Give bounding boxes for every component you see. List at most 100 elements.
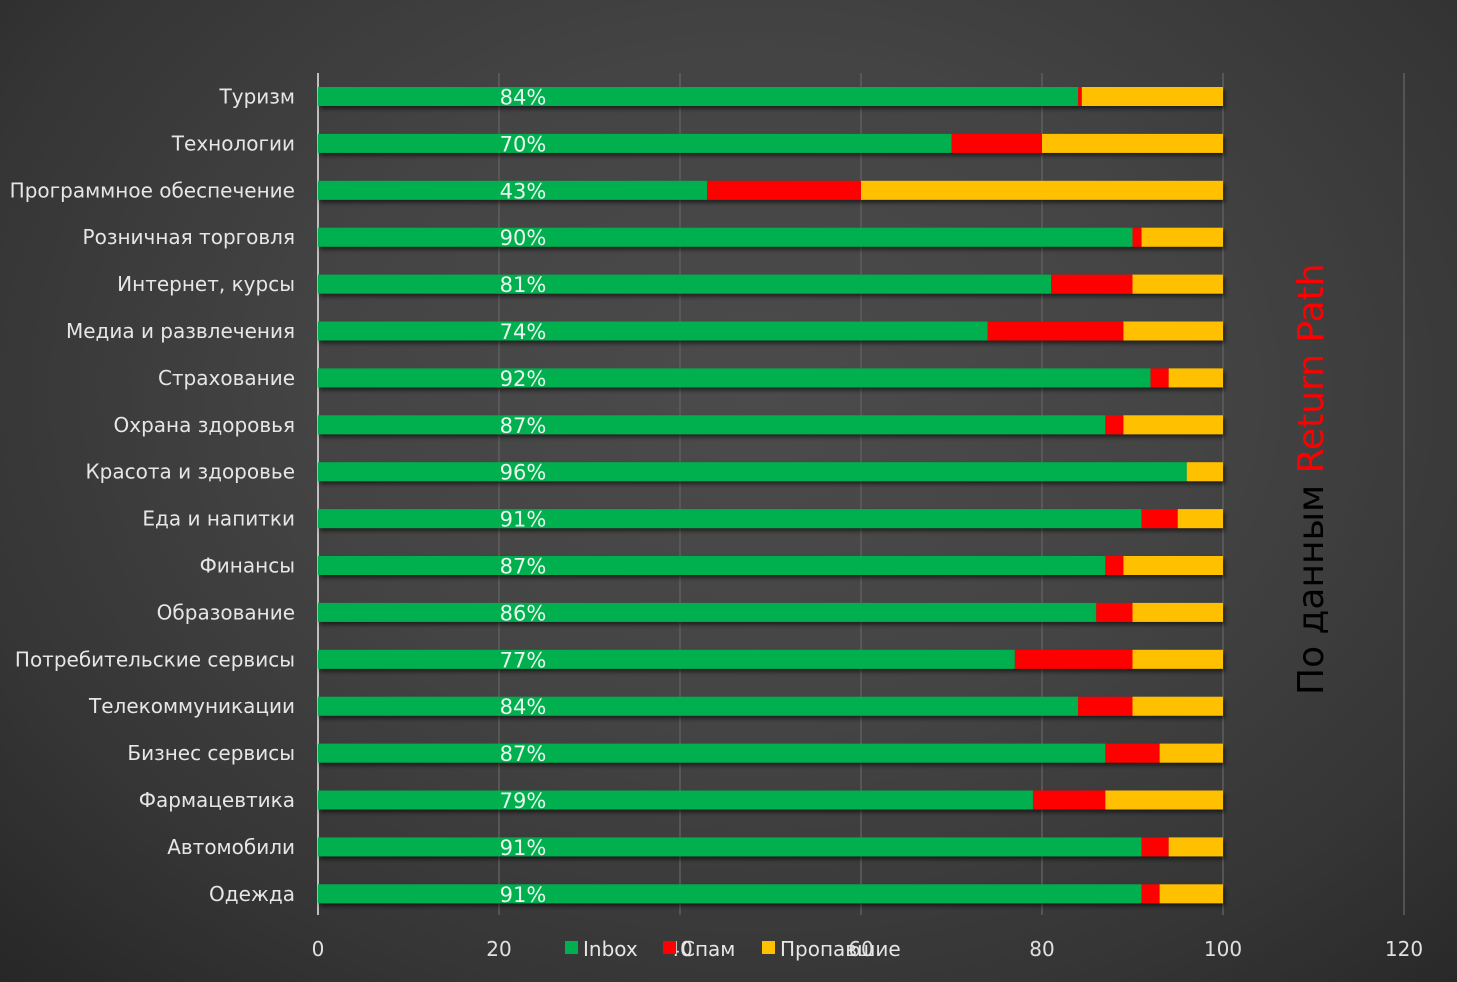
category-label: Страхование: [158, 366, 295, 390]
data-label: 96%: [500, 461, 547, 485]
bar-row: [318, 790, 1223, 810]
bar-row: [318, 133, 1223, 153]
bar-row: [318, 556, 1223, 575]
bar-segment-inbox: [318, 696, 1079, 716]
bar-row: [318, 837, 1223, 857]
data-label: 81%: [500, 273, 547, 297]
bar-row: [318, 884, 1223, 904]
bar-segment-спам: [1141, 884, 1160, 904]
bar-segment-спам: [1078, 696, 1133, 716]
bar-segment-inbox: [318, 133, 952, 153]
category-label: Телекоммуникации: [88, 694, 295, 718]
x-tick-label: 80: [1029, 937, 1054, 961]
bar-segment-inbox: [318, 227, 1133, 247]
bar-segment-inbox: [318, 837, 1142, 857]
bar-segment-спам: [1141, 509, 1178, 529]
source-brand: Return Path: [1291, 263, 1332, 473]
bar-segment-пропавшие: [1132, 274, 1223, 294]
legend-item: Спам: [663, 937, 735, 961]
data-label: 79%: [500, 789, 547, 813]
bar-segment-inbox: [318, 462, 1187, 482]
category-label: Финансы: [200, 554, 295, 578]
data-label: 87%: [500, 414, 547, 438]
bar-segment-пропавшие: [1168, 368, 1223, 388]
bar-segment-inbox: [318, 509, 1142, 529]
data-label: 91%: [500, 883, 547, 907]
bar-segment-спам: [951, 133, 1042, 153]
bar-segment-пропавшие: [1123, 556, 1223, 575]
legend-label: Inbox: [583, 937, 638, 961]
bar-segment-спам: [707, 180, 861, 200]
legend-label: Пропавшие: [780, 937, 901, 961]
bar-segment-спам: [1078, 87, 1082, 106]
bar-segment-inbox: [318, 602, 1097, 622]
source-note: По данным Return Path: [1291, 263, 1332, 695]
x-tick-label: 60: [848, 937, 873, 961]
bar-segment-спам: [1132, 227, 1142, 247]
bar-segment-пропавшие: [1123, 415, 1223, 435]
bar-row: [318, 368, 1223, 388]
data-label: 87%: [500, 742, 547, 766]
bar-segment-inbox: [318, 274, 1052, 294]
bar-row: [318, 462, 1223, 482]
category-label: Розничная торговля: [83, 225, 295, 249]
bar-row: [318, 321, 1223, 341]
category-labels: Туризм Технологии Программное обеспечение Р…: [10, 85, 295, 906]
bar-row: [318, 227, 1223, 247]
bar-segment-inbox: [318, 321, 988, 341]
bar-segment-пропавшие: [1132, 602, 1223, 622]
bar-segment-inbox: [318, 790, 1033, 810]
category-label: Интернет, курсы: [117, 272, 295, 296]
bar-segment-пропавшие: [1186, 462, 1223, 482]
data-labels: 84% 70% 43% 90% 81% 74% 92% 87% 96% 91% 87% 86% 77% 8…: [500, 86, 547, 907]
bar-segment-inbox: [318, 556, 1106, 575]
legend-label: Спам: [681, 937, 735, 961]
data-label: 74%: [500, 320, 547, 344]
bar-segment-спам: [1014, 649, 1133, 669]
bar-row: [318, 87, 1223, 106]
data-label: 70%: [500, 132, 547, 156]
bar-segment-пропавшие: [1042, 133, 1223, 153]
category-label: Потребительские сервисы: [15, 647, 295, 671]
bar-row: [318, 274, 1223, 294]
bar-segment-inbox: [318, 180, 708, 200]
x-tick-label: 20: [486, 937, 511, 961]
category-label: Еда и напитки: [142, 507, 295, 531]
x-tick-label: 0: [312, 937, 325, 961]
bar-segment-пропавшие: [1105, 790, 1223, 810]
x-tick-label: 120: [1385, 937, 1423, 961]
bar-segment-inbox: [318, 87, 1079, 106]
bar-segment-спам: [1096, 602, 1133, 622]
bar-segment-пропавшие: [1177, 509, 1223, 529]
data-label: 77%: [500, 648, 547, 672]
bar-row: [318, 602, 1223, 622]
category-label: Автомобили: [167, 835, 295, 859]
gridlines: [317, 73, 1405, 915]
legend: Inbox Спам Пропавшие: [565, 937, 901, 961]
bar-segment-спам: [1051, 274, 1133, 294]
bar-segment-пропавшие: [1123, 321, 1223, 341]
bar-row: [318, 743, 1223, 763]
category-label: Программное обеспечение: [10, 178, 295, 202]
data-label: 92%: [500, 367, 547, 391]
data-label: 84%: [500, 695, 547, 719]
bar-segment-пропавшие: [1132, 649, 1223, 669]
category-label: Красота и здоровье: [85, 460, 295, 484]
bar-segment-спам: [1105, 556, 1124, 575]
bars: [318, 87, 1223, 904]
bar-segment-пропавшие: [1132, 696, 1223, 716]
bar-segment-пропавшие: [1159, 884, 1223, 904]
bar-row: [318, 415, 1223, 435]
bar-segment-inbox: [318, 368, 1151, 388]
bar-segment-пропавшие: [861, 180, 1223, 200]
category-label: Фармацевтика: [139, 788, 295, 812]
bar-segment-пропавшие: [1081, 87, 1223, 106]
category-label: Медиа и развлечения: [66, 319, 295, 343]
legend-item: Inbox: [565, 937, 638, 961]
bar-segment-спам: [987, 321, 1124, 341]
bar-segment-inbox: [318, 743, 1106, 763]
bar-segment-inbox: [318, 649, 1015, 669]
bar-segment-спам: [1150, 368, 1169, 388]
bar-row: [318, 180, 1223, 200]
